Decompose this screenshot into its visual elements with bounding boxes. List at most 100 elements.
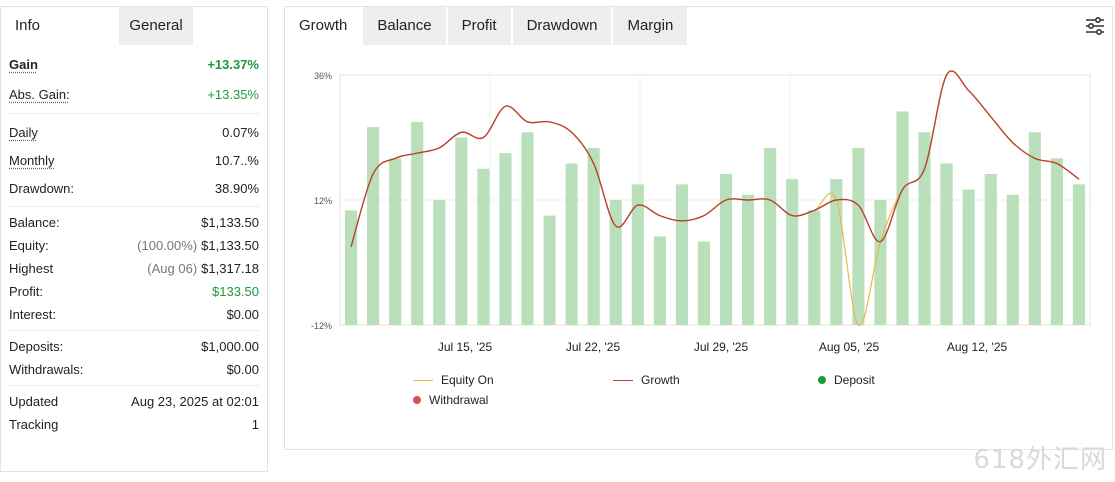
stat-value-wrap: $1,133.50 [201, 215, 259, 230]
stats-group: Deposits: $1,000.00 Withdrawals: $0.00 [9, 331, 259, 386]
info-tabs: Info General [1, 7, 267, 45]
deposit-bar [587, 147, 600, 325]
deposit-bar [764, 147, 777, 325]
deposit-bar [367, 127, 380, 325]
stat-value: $1,133.50 [201, 238, 259, 253]
legend-dot-icon [413, 396, 421, 404]
stat-row: Updated Aug 23, 2025 at 02:01 [9, 390, 259, 413]
stat-label: Highest [9, 261, 54, 276]
legend-line-icon [413, 379, 433, 381]
deposit-bar [521, 132, 534, 325]
stat-label: Withdrawals: [9, 362, 84, 377]
deposit-bar [499, 153, 512, 325]
stat-value: $1,000.00 [201, 339, 259, 354]
y-tick-label: -12% [311, 321, 332, 331]
stat-label: Interest: [9, 307, 56, 322]
stat-row: Equity: (100.00%) $1,133.50 [9, 234, 259, 257]
stat-value-wrap: (Aug 06) $1,317.18 [147, 261, 259, 276]
stat-row: Interest: $0.00 [9, 303, 259, 326]
stat-value-wrap: 10.7..% [215, 153, 259, 168]
stat-value-wrap: $0.00 [226, 362, 259, 377]
deposit-bar [609, 200, 622, 325]
stat-value: 1 [251, 417, 259, 432]
stat-value: $1,317.18 [201, 261, 259, 276]
deposit-bar [631, 184, 644, 325]
deposit-bar [477, 168, 490, 325]
deposit-bar [742, 194, 755, 325]
stat-value-wrap: $133.50 [212, 284, 259, 299]
deposit-bar [719, 173, 733, 325]
tab-profit[interactable]: Profit [447, 7, 511, 45]
deposit-bar [543, 215, 556, 325]
stat-label[interactable]: Monthly [9, 152, 55, 168]
tab-growth[interactable]: Growth [285, 7, 362, 45]
deposit-bar [653, 236, 666, 325]
stat-row: Drawdown: 38.90% [9, 174, 259, 202]
deposit-bar [962, 189, 975, 325]
legend-item[interactable]: Withdrawal [413, 393, 488, 407]
legend-item[interactable]: Deposit [818, 373, 875, 387]
stat-value: 10.7..% [214, 152, 259, 168]
tab-drawdown[interactable]: Drawdown [512, 7, 612, 45]
stats-group: Balance: $1,133.50 Equity: (100.00%) $1,133.… [9, 207, 259, 331]
stat-value: $0.00 [226, 307, 259, 322]
tab-balance[interactable]: Balance [363, 7, 446, 45]
stat-label[interactable]: Gain [9, 56, 38, 72]
stat-value: 38.90% [214, 180, 259, 196]
legend-line-icon [613, 379, 633, 381]
deposit-bar [1050, 158, 1063, 325]
stat-row: Tracking 1 [9, 413, 259, 436]
deposit-bar [675, 184, 688, 325]
stat-row: Gain +13.37% [9, 49, 259, 79]
plot-area [339, 74, 1091, 326]
stat-value-wrap: 0.07% [222, 125, 259, 140]
tab-general[interactable]: General [119, 7, 193, 45]
tab-margin[interactable]: Margin [613, 7, 688, 45]
tab-info[interactable]: Info [1, 7, 119, 45]
stat-value: $1,133.50 [201, 215, 259, 230]
y-tick-label: 12% [314, 196, 332, 206]
stat-row: Withdrawals: $0.00 [9, 358, 259, 381]
deposit-bar [1006, 194, 1019, 325]
x-tick-label: Jul 15, '25 [438, 340, 493, 354]
stats-group: Updated Aug 23, 2025 at 02:01 Tracking 1 [9, 386, 259, 440]
legend-item[interactable]: Growth [613, 373, 680, 387]
stat-label[interactable]: Abs. Gain: [9, 86, 70, 102]
legend-dot-icon [818, 376, 826, 384]
stat-label[interactable]: Daily [9, 124, 38, 140]
stat-value-wrap: Aug 23, 2025 at 02:01 [131, 394, 259, 409]
deposit-bar [852, 147, 865, 325]
stat-row: Monthly 10.7..% [9, 146, 259, 174]
stat-label: Drawdown: [9, 180, 75, 196]
sliders-icon[interactable] [1084, 15, 1106, 37]
watermark: 618外汇网 [973, 445, 1107, 475]
deposit-bar [918, 132, 931, 325]
x-tick-label: Jul 29, '25 [694, 340, 749, 354]
deposit-bar [344, 210, 358, 325]
deposit-bar [984, 173, 997, 325]
deposit-bar [940, 163, 953, 325]
growth-chart-svg: 36% 12% -12% Jul 15, '25 Jul 22, '25 Jul 29, … [311, 70, 1091, 354]
stat-value: +13.37% [207, 56, 259, 72]
deposit-bar [697, 241, 711, 325]
deposit-bar [786, 179, 799, 325]
stat-value: 0.07% [222, 124, 259, 140]
growth-chart: 36% 12% -12% Jul 15, '25 Jul 22, '25 Jul 29, … [285, 63, 1114, 363]
stat-label: Updated [9, 394, 59, 409]
deposit-bar [389, 158, 402, 325]
stat-label: Balance: [9, 215, 60, 230]
stat-value-wrap: $1,000.00 [201, 339, 259, 354]
deposit-bar [1028, 132, 1041, 325]
legend-label: Growth [641, 373, 680, 387]
legend-item[interactable]: Equity On [413, 373, 494, 387]
stats-group: Gain +13.37% Abs. Gain: +13.35% [9, 45, 259, 114]
stat-row: Highest (Aug 06) $1,317.18 [9, 257, 259, 280]
stat-row: Profit: $133.50 [9, 280, 259, 303]
stat-sub: (Aug 06) [147, 261, 198, 276]
x-tick-label: Aug 05, '25 [819, 340, 880, 354]
stat-value-wrap: 1 [252, 417, 259, 432]
deposit-bar [808, 210, 821, 325]
stat-row: Daily 0.07% [9, 118, 259, 146]
legend-label: Equity On [441, 373, 494, 387]
stat-value-wrap: +13.37% [207, 57, 259, 72]
